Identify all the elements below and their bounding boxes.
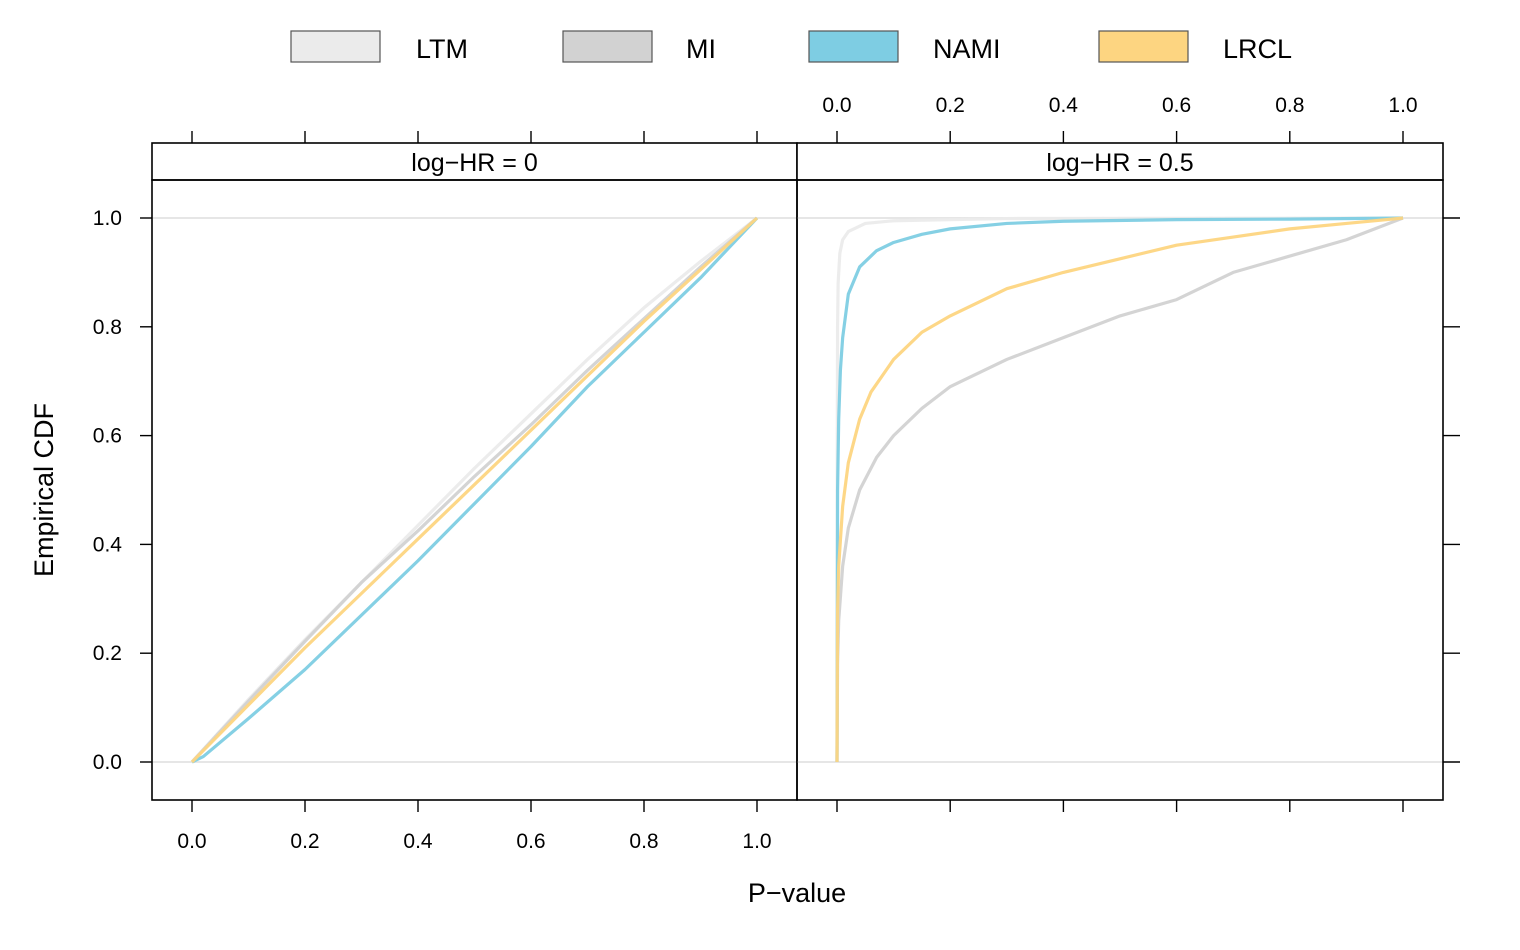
x-tick-label: 0.2 — [290, 830, 319, 853]
series-line-ltm — [190, 216, 758, 764]
series-line-mi — [835, 216, 1404, 763]
legend-label-ltm: LTM — [416, 34, 468, 64]
strip-header — [151, 142, 798, 181]
series-line-mi — [190, 216, 759, 764]
x-tick-label: 0.6 — [516, 830, 545, 853]
strip-header — [796, 142, 1444, 181]
y-tick-label: 0.6 — [93, 425, 122, 448]
x-tick-label: 1.0 — [742, 830, 771, 853]
y-tick-label: 0.0 — [93, 751, 122, 774]
panel-log-hr-0: log−HR = 0 — [151, 142, 798, 801]
x-tick-label-top: 0.6 — [1162, 94, 1191, 117]
strip-label: log−HR = 0 — [411, 149, 537, 177]
x-tick-label: 0.0 — [177, 830, 206, 853]
top-x-axis: 0.0 0.2 0.4 0.6 0.8 1.0 — [191, 94, 1418, 143]
series-line-ltm — [835, 216, 1404, 763]
x-tick-label-top: 1.0 — [1388, 94, 1417, 117]
legend-label-nami: NAMI — [933, 34, 1001, 64]
y-tick-label: 0.2 — [93, 642, 122, 665]
x-tick-label: 0.8 — [629, 830, 658, 853]
legend-swatch-nami — [808, 30, 899, 63]
left-y-axis: 0.0 0.2 0.4 0.6 0.8 1.0 — [93, 207, 152, 774]
legend-swatch-mi — [562, 30, 653, 63]
legend-swatch-ltm — [290, 30, 381, 63]
panel-frame — [151, 179, 798, 801]
strip-label: log−HR = 0.5 — [1046, 149, 1193, 177]
bottom-x-axis: 0.0 0.2 0.4 0.6 0.8 1.0 — [177, 800, 1404, 853]
series-line-nami — [191, 216, 759, 764]
x-axis-title: P−value — [748, 878, 846, 908]
y-axis-title: Empirical CDF — [29, 403, 59, 577]
x-tick-label: 0.4 — [403, 830, 433, 853]
series-line-lrcl — [190, 216, 759, 764]
x-tick-label-top: 0.2 — [936, 94, 965, 117]
series-line-nami — [835, 216, 1404, 763]
panel-log-hr-0-5: log−HR = 0.5 — [796, 142, 1444, 801]
x-tick-label-top: 0.0 — [822, 94, 851, 117]
legend-label-lrcl: LRCL — [1223, 34, 1292, 64]
legend-label-mi: MI — [686, 34, 716, 64]
y-tick-label: 0.4 — [93, 533, 123, 556]
x-tick-label-top: 0.4 — [1049, 94, 1079, 117]
x-tick-label-top: 0.8 — [1275, 94, 1304, 117]
right-y-axis — [1443, 217, 1460, 763]
y-tick-label: 1.0 — [93, 207, 122, 230]
panel-frame — [796, 179, 1444, 801]
y-tick-label: 0.8 — [93, 316, 122, 339]
series-line-lrcl — [835, 216, 1404, 763]
legend: LTM MI NAMI LRCL — [290, 30, 1292, 64]
legend-swatch-lrcl — [1098, 30, 1189, 63]
